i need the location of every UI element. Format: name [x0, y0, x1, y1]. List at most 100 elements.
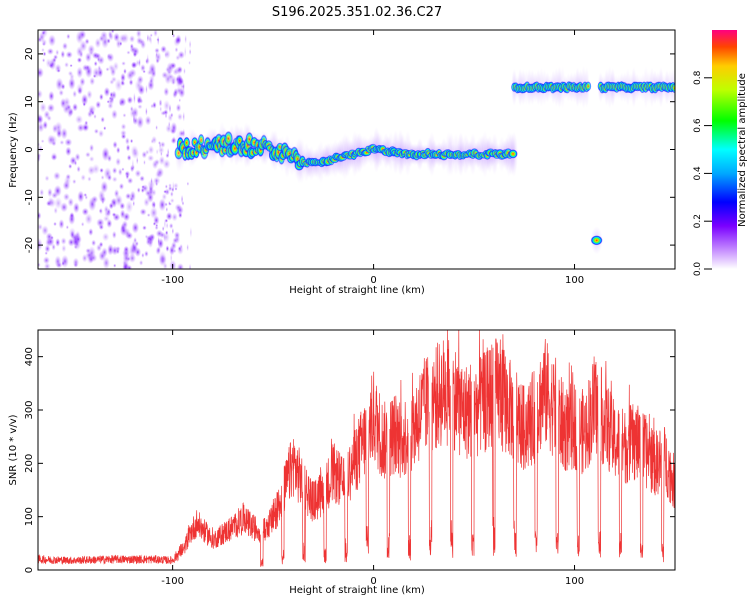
snr-line — [38, 330, 675, 567]
noise-speck — [107, 243, 114, 256]
noise-speck — [81, 93, 89, 106]
noise-speck — [38, 89, 43, 99]
noise-speck — [173, 37, 181, 47]
noise-speck — [86, 89, 93, 100]
noise-speck — [148, 62, 157, 77]
noise-streak — [164, 113, 168, 119]
noise-speck — [126, 70, 134, 81]
noise-streak — [143, 159, 146, 166]
noise-speck — [88, 196, 97, 212]
noise-streak — [168, 120, 171, 129]
noise-speck — [112, 140, 118, 149]
noise-speck — [111, 176, 118, 183]
noise-speck — [60, 237, 67, 245]
noise-speck — [89, 253, 98, 263]
noise-streak — [155, 148, 159, 155]
noise-speck — [165, 230, 169, 236]
noise-speck — [119, 209, 126, 219]
noise-speck — [98, 35, 105, 43]
noise-speck — [59, 139, 65, 146]
noise-speck — [160, 45, 167, 54]
noise-speck — [107, 102, 114, 110]
noise-speck — [125, 173, 130, 180]
noise-speck — [159, 141, 166, 148]
colorbar-tick-label: 0.4 — [693, 166, 703, 181]
noise-speck — [127, 177, 134, 185]
noise-speck — [41, 47, 45, 53]
noise-speck — [114, 194, 123, 207]
noise-streak — [179, 76, 182, 86]
noise-streak — [136, 156, 139, 165]
noise-streak — [165, 206, 169, 213]
noise-speck — [87, 165, 96, 176]
noise-streak — [188, 263, 192, 269]
colorbar-ticks: 0.0 0.2 0.4 0.6 0.8 — [693, 70, 712, 276]
noise-speck — [149, 206, 158, 220]
noise-speck — [153, 30, 158, 37]
noise-streak — [161, 225, 165, 232]
noise-speck — [129, 43, 134, 50]
noise-speck — [158, 100, 163, 107]
noise-speck — [151, 135, 158, 145]
noise-speck — [126, 50, 131, 55]
noise-speck — [101, 232, 110, 242]
noise-speck — [84, 213, 93, 225]
noise-speck — [110, 198, 116, 206]
noise-speck — [76, 66, 84, 79]
noise-speck — [62, 42, 68, 51]
signal-blob — [224, 130, 233, 147]
noise-streak — [145, 84, 148, 95]
noise-speck — [164, 184, 168, 189]
snr-ytick-label: 200 — [24, 454, 35, 473]
noise-speck — [95, 100, 102, 109]
noise-speck — [82, 101, 86, 107]
noise-speck — [65, 173, 71, 181]
noise-speck — [102, 215, 110, 223]
noise-speck — [92, 74, 97, 79]
noise-speck — [141, 150, 148, 159]
noise-speck — [88, 228, 94, 237]
noise-speck — [75, 114, 84, 125]
noise-speck — [147, 154, 155, 162]
noise-speck — [169, 127, 177, 135]
noise-speck — [73, 160, 78, 166]
noise-speck — [136, 75, 144, 85]
noise-speck — [131, 221, 140, 234]
noise-speck — [69, 211, 75, 220]
noise-speck — [93, 113, 97, 120]
noise-speck — [155, 223, 159, 228]
noise-speck — [166, 68, 172, 76]
noise-speck — [119, 41, 123, 47]
noise-streak — [172, 180, 175, 193]
noise-speck — [158, 254, 167, 264]
spectrogram-ytick-label: 20 — [24, 48, 35, 61]
colorbar-tick-label: 0.6 — [693, 118, 703, 133]
noise-speck — [172, 237, 179, 244]
noise-speck — [150, 103, 154, 109]
noise-speck — [68, 163, 73, 170]
noise-streak — [146, 53, 149, 66]
noise-speck — [83, 192, 88, 197]
noise-speck — [38, 237, 43, 252]
noise-streak — [157, 35, 160, 46]
spectrogram-ytick-label: 0 — [24, 146, 35, 152]
noise-streak — [188, 48, 192, 56]
noise-speck — [69, 64, 73, 68]
noise-speck — [98, 208, 103, 214]
noise-speck — [106, 100, 110, 104]
noise-speck — [72, 178, 77, 185]
signal-blob — [508, 149, 518, 159]
snr-ytick-label: 0 — [24, 567, 35, 573]
noise-speck — [120, 72, 126, 83]
colorbar-tick-label: 0.2 — [693, 214, 703, 228]
noise-speck — [170, 112, 174, 118]
noise-speck — [99, 167, 104, 174]
noise-speck — [175, 103, 182, 113]
noise-speck — [38, 223, 43, 231]
noise-speck — [53, 171, 61, 181]
noise-streak — [182, 81, 185, 92]
segment-blob — [584, 81, 592, 92]
noise-streak — [178, 98, 181, 103]
